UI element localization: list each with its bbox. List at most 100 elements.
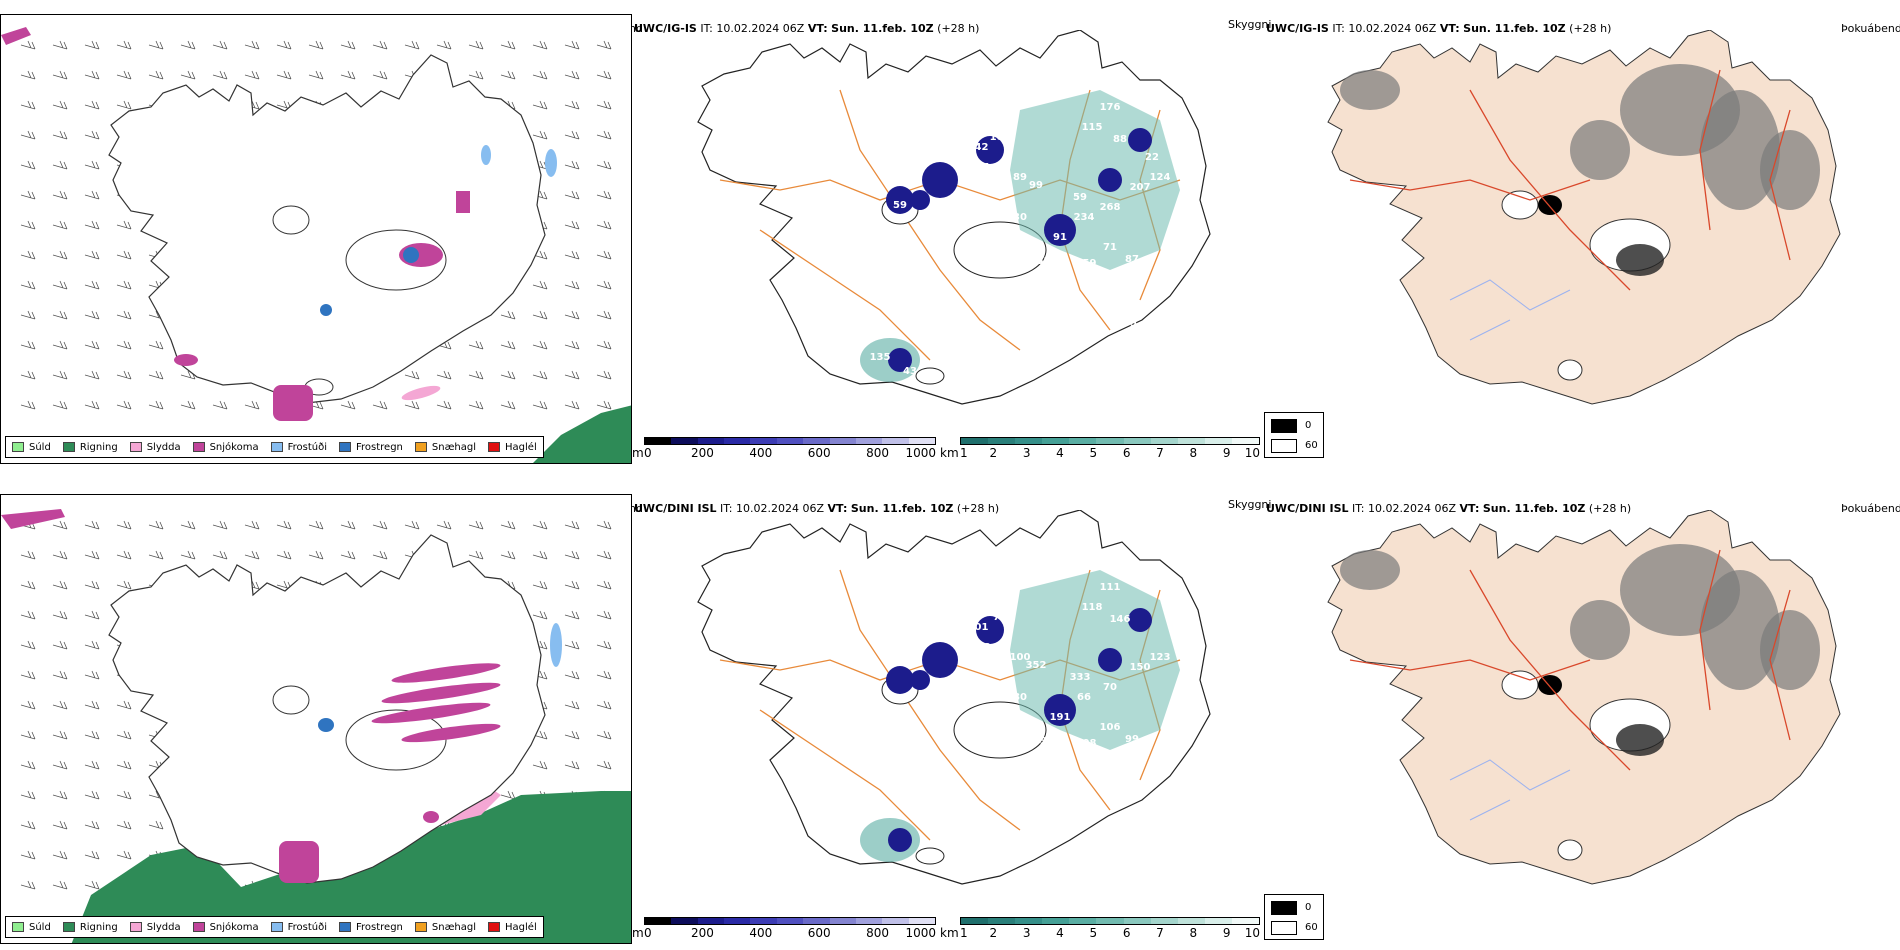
glacier	[345, 709, 447, 771]
wind-barb	[52, 730, 68, 740]
wind-barb	[52, 400, 68, 410]
freezing-rain-area	[318, 718, 334, 732]
colorbar-tick-label: 8	[1189, 926, 1198, 940]
colorbar-tick-label: 1	[960, 926, 968, 940]
wind-barb	[116, 370, 132, 380]
colorbar-km-cells	[960, 437, 1260, 445]
wind-barb	[532, 760, 548, 770]
wind-barb	[372, 550, 388, 560]
colorbar-tick-label: 5	[1089, 926, 1098, 940]
colorbar-cell	[1015, 918, 1043, 924]
sleet-area	[401, 385, 441, 401]
colorbar-tick-label: 4	[1056, 926, 1064, 940]
colorbar-cell	[645, 918, 672, 924]
fog-legend: 0 60	[1264, 412, 1324, 458]
wind-barb	[84, 190, 100, 200]
visibility-value-label: 135	[870, 352, 891, 363]
wind-barb	[564, 130, 580, 140]
it-value: 10.02.2024 06Z	[1348, 22, 1437, 35]
wind-barb	[20, 670, 36, 680]
wind-barb	[596, 580, 612, 590]
vt-label: VT:	[1439, 22, 1460, 35]
wind-barb	[20, 550, 36, 560]
visibility-value-label: 108	[970, 642, 991, 653]
precip-legend-item: Rigning	[62, 922, 118, 933]
visibility-km-colorbar: 1 2 3 4 5 6 7 8 9 10	[960, 437, 1260, 460]
wind-barb	[532, 520, 548, 530]
wind-barb	[52, 220, 68, 230]
colorbar-cell	[776, 918, 804, 924]
colorbar-cell	[1096, 918, 1124, 924]
wind-barb	[532, 40, 548, 50]
wind-barb	[340, 70, 356, 80]
visibility-value-label: 115	[1082, 122, 1103, 133]
precip-legend-label: Slydda	[146, 921, 181, 933]
colorbar-tick-label: 400	[749, 926, 773, 940]
visibility-m-area	[1044, 214, 1076, 246]
precip-legend-item: Rigning	[62, 442, 118, 453]
precip-legend-item: Snjókoma	[192, 441, 259, 453]
precip-legend-swatch	[270, 442, 283, 452]
wind-barb	[52, 40, 68, 50]
snow-area	[1, 27, 31, 45]
fog-map	[1327, 510, 1841, 885]
wind-barb	[20, 640, 36, 650]
precip-legend-item: Frostúði	[270, 921, 327, 933]
precip-legend-label: Snæhagl	[431, 921, 477, 933]
fog-index-area	[1760, 610, 1820, 690]
wind-barb	[52, 280, 68, 290]
visibility-value-label: 43	[1033, 736, 1047, 747]
visibility-value-label: 352	[1050, 742, 1071, 753]
fog-legend-label-0: 0	[1305, 420, 1312, 431]
wind-barb	[468, 400, 484, 410]
visibility-value-label: 66	[1077, 692, 1091, 703]
visibility-value-label: 118	[1082, 602, 1103, 613]
wind-barb	[596, 280, 612, 290]
model-name: UWC/DINI ISL	[634, 502, 717, 515]
vt-value: Sun. 11.feb. 10Z	[1482, 502, 1586, 515]
vt-value: Sun. 11.feb. 10Z	[831, 22, 934, 35]
lead-time: (+28 h)	[956, 502, 1000, 515]
snow-area	[279, 841, 319, 883]
fog-index-area	[1570, 600, 1630, 660]
wind-barb	[84, 580, 100, 590]
header-row2-fog: UWC/DINI ISL IT: 10.02.2024 06Z VT: Sun.…	[1266, 502, 1631, 515]
wind-barb	[596, 370, 612, 380]
wind-barb	[532, 130, 548, 140]
wind-barb	[116, 790, 132, 800]
wind-barb	[564, 280, 580, 290]
precip-legend-label: Frostúði	[287, 921, 327, 933]
wind-barb	[84, 880, 100, 890]
precip-legend-swatch	[414, 922, 427, 932]
wind-barb	[52, 790, 68, 800]
colorbar-tick-label: 0	[644, 446, 652, 460]
wind-barb	[116, 730, 132, 740]
wind-barb	[212, 400, 228, 410]
wind-barb	[116, 340, 132, 350]
visibility-m-area	[910, 190, 930, 210]
wind-barb	[276, 70, 292, 80]
wind-barb	[596, 760, 612, 770]
wind-barb	[532, 610, 548, 620]
freezing-drizzle-area	[545, 149, 557, 177]
fog-legend-swatch-60	[1271, 921, 1297, 935]
colorbar-tick-label: 9	[1222, 926, 1231, 940]
wind-barb	[20, 250, 36, 260]
visibility-value-label: 250	[1050, 554, 1071, 565]
wind-barb	[436, 370, 452, 380]
precip-legend-swatch	[129, 442, 142, 452]
visibility-m-area	[1128, 608, 1152, 632]
wind-barb	[564, 160, 580, 170]
wind-barb	[84, 100, 100, 110]
precip-legend-label: Snjókoma	[209, 441, 259, 453]
visibility-value-label: 123	[1150, 652, 1171, 663]
visibility-value-label: 106	[1100, 722, 1121, 733]
colorbar-m-ticks: 0 200 400 600 800 1000	[644, 445, 936, 460]
wind-barb	[20, 790, 36, 800]
wind-barb	[372, 70, 388, 80]
rivers	[1449, 279, 1571, 341]
wind-barb	[564, 190, 580, 200]
snow-area	[174, 354, 198, 366]
precip-type-legend: Súld Rigning Slydda Snjókoma Frostúði Frostre…	[5, 916, 544, 938]
visibility-m-area	[886, 186, 914, 214]
